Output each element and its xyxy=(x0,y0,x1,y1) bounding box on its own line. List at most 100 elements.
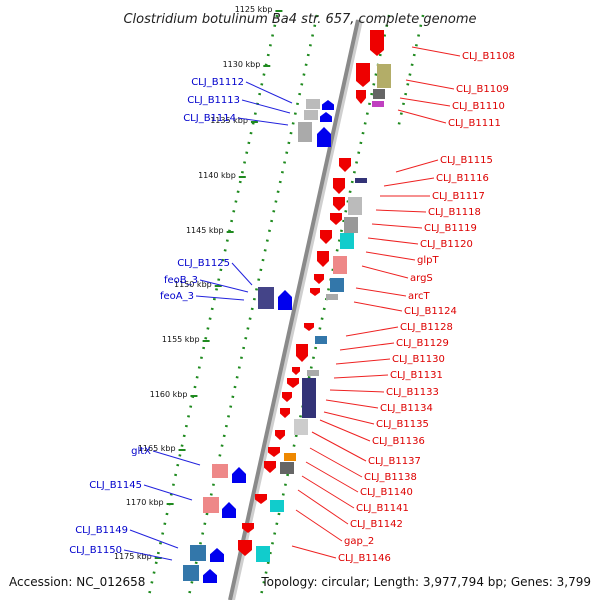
gene-label-clj_b1137[interactable]: CLJ_B1137 xyxy=(368,456,421,467)
gene-label-clj_b1131[interactable]: CLJ_B1131 xyxy=(390,370,443,381)
gene-arrow xyxy=(296,344,308,362)
gene-arrow xyxy=(282,392,292,402)
gene-label-clj_b1138[interactable]: CLJ_B1138 xyxy=(364,472,417,483)
gene-arrow xyxy=(317,251,329,267)
connector-right xyxy=(295,509,343,542)
connector-right xyxy=(325,399,379,409)
gene-label-arct[interactable]: arcT xyxy=(408,291,431,302)
gene-label-clj_b1133[interactable]: CLJ_B1133 xyxy=(386,387,439,398)
gene-label-feob_3[interactable]: feoB_3 xyxy=(164,275,198,286)
gene-arrow xyxy=(268,447,280,457)
connector-left xyxy=(237,117,289,126)
connector-right xyxy=(297,489,349,525)
gene-label-clj_b1145[interactable]: CLJ_B1145 xyxy=(89,480,142,491)
gene-arrow xyxy=(304,323,314,331)
gene-label-clj_b1134[interactable]: CLJ_B1134 xyxy=(380,403,433,414)
gene-arrow xyxy=(317,127,331,147)
connector-left xyxy=(129,529,179,549)
gene-label-clj_b1113[interactable]: CLJ_B1113 xyxy=(187,95,240,106)
label-connectors xyxy=(123,46,461,561)
connector-right xyxy=(339,342,395,351)
gene-block xyxy=(294,419,308,435)
gene-block xyxy=(306,99,320,109)
gene-label-clj_b1111[interactable]: CLJ_B1111 xyxy=(448,118,501,129)
gene-label-glpt[interactable]: glpT xyxy=(417,255,439,266)
gene-label-clj_b1128[interactable]: CLJ_B1128 xyxy=(400,322,453,333)
gene-block xyxy=(190,545,206,561)
gene-label-clj_b1129[interactable]: CLJ_B1129 xyxy=(396,338,449,349)
gene-label-clj_b1112[interactable]: CLJ_B1112 xyxy=(191,77,244,88)
connector-right xyxy=(319,419,371,442)
connector-right xyxy=(335,358,391,365)
gene-block xyxy=(344,217,358,233)
kbp-label: 1175 kbp xyxy=(114,552,152,561)
gene-arrow xyxy=(356,63,370,87)
connector-right xyxy=(291,545,337,559)
gene-label-clj_b1124[interactable]: CLJ_B1124 xyxy=(404,306,457,317)
gene-label-clj_b1141[interactable]: CLJ_B1141 xyxy=(356,503,409,514)
gene-block xyxy=(333,256,347,274)
gene-label-clj_b1136[interactable]: CLJ_B1136 xyxy=(372,436,425,447)
connector-right xyxy=(301,475,355,509)
gene-label-args[interactable]: argS xyxy=(410,273,433,284)
gene-block xyxy=(307,370,319,376)
connector-right xyxy=(361,265,409,279)
gene-labels[interactable]: CLJ_B1112 CLJ_B1113 CLJ_B1114 CLJ_B1125 feoB… xyxy=(69,51,515,564)
gene-block xyxy=(258,287,274,309)
gene-label-gap_2[interactable]: gap_2 xyxy=(344,536,374,547)
kbp-label: 1165 kbp xyxy=(138,444,176,453)
gene-label-clj_b1115[interactable]: CLJ_B1115 xyxy=(440,155,493,166)
topology-label: Topology: circular; Length: 3,977,794 bp… xyxy=(260,575,591,589)
connector-left xyxy=(123,549,173,561)
gene-label-gltx[interactable]: gltX xyxy=(131,446,151,457)
gene-label-clj_b1125[interactable]: CLJ_B1125 xyxy=(177,258,230,269)
gene-block xyxy=(284,453,296,461)
gene-label-clj_b1120[interactable]: CLJ_B1120 xyxy=(420,239,473,250)
gene-arrow xyxy=(333,178,345,194)
gene-block xyxy=(304,110,318,120)
kbp-label: 1145 kbp xyxy=(186,226,224,235)
gene-arrow xyxy=(203,569,217,583)
gene-block xyxy=(372,101,384,107)
gene-label-clj_b1140[interactable]: CLJ_B1140 xyxy=(360,487,413,498)
gene-label-feoa_3[interactable]: feoA_3 xyxy=(160,291,194,302)
connector-left xyxy=(195,295,245,301)
gene-arrow xyxy=(210,548,224,562)
gene-label-clj_b1130[interactable]: CLJ_B1130 xyxy=(392,354,445,365)
connector-right xyxy=(371,223,423,229)
gene-label-clj_b1108[interactable]: CLJ_B1108 xyxy=(462,51,515,62)
gene-label-clj_b1119[interactable]: CLJ_B1119 xyxy=(424,223,477,234)
gene-block xyxy=(340,233,354,249)
gene-arrow xyxy=(320,112,332,122)
gene-arrow xyxy=(292,367,300,375)
gene-label-clj_b1118[interactable]: CLJ_B1118 xyxy=(428,207,481,218)
connector-right xyxy=(365,251,416,261)
gene-arrow xyxy=(320,230,332,244)
gene-label-clj_b1110[interactable]: CLJ_B1110 xyxy=(452,101,505,112)
kbp-label: 1135 kbp xyxy=(210,116,248,125)
gene-block xyxy=(302,378,316,418)
gene-arrow xyxy=(310,288,320,296)
connector-right xyxy=(399,97,451,107)
gene-block xyxy=(298,122,312,142)
gene-label-clj_b1142[interactable]: CLJ_B1142 xyxy=(350,519,403,530)
gene-label-clj_b1114[interactable]: CLJ_B1114 xyxy=(183,113,236,124)
gene-label-clj_b1109[interactable]: CLJ_B1109 xyxy=(456,84,509,95)
gene-arrow xyxy=(314,274,324,284)
gene-label-clj_b1149[interactable]: CLJ_B1149 xyxy=(75,525,128,536)
gene-label-clj_b1135[interactable]: CLJ_B1135 xyxy=(376,419,429,430)
gene-arrow xyxy=(280,408,290,418)
gene-arrow xyxy=(222,502,236,518)
gene-block xyxy=(203,497,219,513)
gene-arrow xyxy=(242,523,254,533)
gene-block xyxy=(373,89,385,99)
gene-arrow xyxy=(275,430,285,440)
gene-label-clj_b1150[interactable]: CLJ_B1150 xyxy=(69,545,122,556)
connector-right xyxy=(329,389,385,393)
gene-label-clj_b1116[interactable]: CLJ_B1116 xyxy=(436,173,489,184)
gene-arrow xyxy=(356,90,366,104)
gene-label-clj_b1146[interactable]: CLJ_B1146 xyxy=(338,553,391,564)
accession-label: Accession: NC_012658 xyxy=(9,575,145,589)
gene-label-clj_b1117[interactable]: CLJ_B1117 xyxy=(432,191,485,202)
connector-right xyxy=(305,461,359,493)
